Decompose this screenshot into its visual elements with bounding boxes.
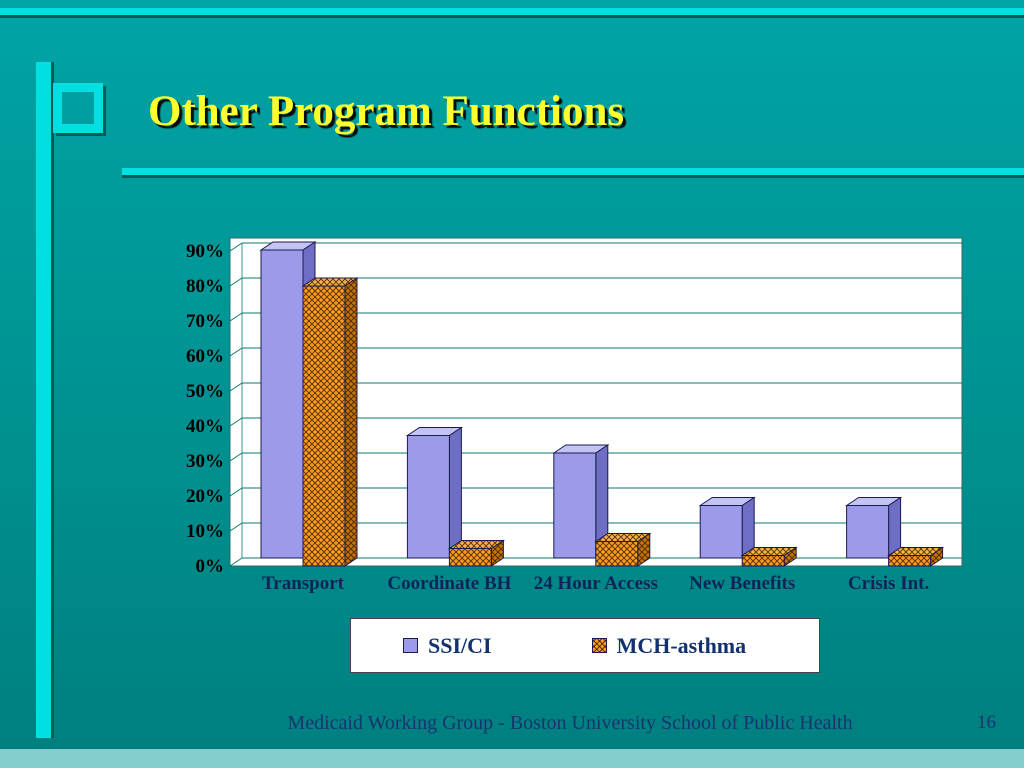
bar-front-face bbox=[553, 452, 597, 559]
bar-side-face bbox=[595, 444, 609, 559]
x-category-label: Crisis Int. bbox=[848, 573, 929, 594]
gridline-depth-tick bbox=[229, 452, 243, 462]
gridline-depth-tick bbox=[229, 312, 243, 322]
gridline-depth-tick bbox=[229, 522, 243, 532]
bar-front-face bbox=[448, 548, 492, 567]
bar-MCH-asthma-New Benefits bbox=[740, 546, 798, 567]
top-accent-stripe bbox=[0, 8, 1024, 15]
legend-entry: SSI/CI bbox=[403, 633, 492, 659]
bar-front-face bbox=[595, 541, 639, 567]
bar-top-face bbox=[552, 444, 610, 454]
gridline-depth-tick bbox=[229, 487, 243, 497]
bar-front-face bbox=[406, 435, 450, 559]
bar-top-face bbox=[594, 533, 652, 542]
bar-MCH-asthma-Coordinate BH bbox=[447, 539, 506, 567]
bottom-strip bbox=[0, 749, 1024, 768]
y-axis-label: 70% bbox=[186, 311, 224, 332]
bar-side-face bbox=[741, 496, 755, 559]
legend-swatch-mch-asthma bbox=[591, 638, 607, 653]
slide-title: Other Program Functions bbox=[148, 88, 625, 135]
left-accent-bar-shadow bbox=[51, 62, 54, 738]
left-accent-bar bbox=[36, 62, 51, 738]
bar-side-face bbox=[490, 539, 504, 567]
y-axis-label: 20% bbox=[186, 486, 224, 507]
bar-top-face bbox=[405, 427, 464, 436]
y-axis-label: 50% bbox=[186, 381, 224, 402]
decorative-square-outline bbox=[53, 83, 103, 133]
y-axis-label: 30% bbox=[186, 451, 224, 472]
y-axis-label: 80% bbox=[186, 276, 224, 297]
bar-side-face bbox=[448, 426, 462, 559]
bar-side-face bbox=[783, 546, 797, 567]
bar-front-face bbox=[699, 505, 743, 559]
y-axis-label: 10% bbox=[186, 521, 224, 542]
bar-front-face bbox=[888, 555, 932, 567]
title-underline-stripe-shadow bbox=[122, 175, 1024, 178]
bar-MCH-asthma-24 Hour Access bbox=[594, 532, 652, 567]
bar-SSI/CI-Coordinate BH bbox=[405, 426, 464, 559]
bar-side-face bbox=[344, 277, 358, 567]
bar-top-face bbox=[844, 497, 903, 506]
legend-entry: MCH-asthma bbox=[591, 632, 747, 659]
legend-label: SSI/CI bbox=[428, 632, 492, 658]
legend-swatch-ssi-ci bbox=[403, 638, 418, 653]
bar-side-face bbox=[888, 496, 902, 559]
y-axis-label: 40% bbox=[186, 416, 224, 437]
x-category-label: Coordinate BH bbox=[387, 573, 511, 594]
bar-front-face bbox=[302, 285, 346, 567]
title-underline-stripe bbox=[122, 168, 1024, 175]
gridline-depth-tick bbox=[229, 417, 243, 427]
x-category-label: 24 Hour Access bbox=[534, 573, 658, 594]
x-category-label: Transport bbox=[262, 573, 345, 594]
legend-label: MCH-asthma bbox=[616, 632, 747, 658]
bar-top-face bbox=[447, 540, 506, 549]
bar-top-face bbox=[886, 547, 945, 556]
y-axis-label: 0% bbox=[196, 556, 225, 577]
bar-top-face bbox=[740, 547, 798, 556]
gridline-depth-tick bbox=[229, 382, 243, 392]
chart-legend: SSI/CI MCH-asthma bbox=[350, 618, 820, 673]
bar-front-face bbox=[741, 555, 785, 567]
footer: Medicaid Working Group - Boston Universi… bbox=[190, 712, 950, 735]
bar-SSI/CI-24 Hour Access bbox=[552, 444, 610, 559]
bar-side-face bbox=[637, 532, 651, 567]
bar-front-face bbox=[846, 505, 890, 559]
x-category-label: New Benefits bbox=[689, 573, 795, 594]
bar-SSI/CI-Transport bbox=[259, 241, 317, 559]
y-axis-label: 60% bbox=[186, 346, 224, 367]
footer-text: Medicaid Working Group - Boston Universi… bbox=[287, 712, 853, 734]
bar-top-face bbox=[301, 277, 359, 287]
bar-SSI/CI-New Benefits bbox=[698, 496, 756, 559]
bar-MCH-asthma-Crisis Int. bbox=[886, 546, 945, 567]
bar-side-face bbox=[930, 546, 944, 567]
gridline-depth-tick bbox=[229, 347, 243, 357]
bar-top-face bbox=[698, 497, 756, 506]
bar-MCH-asthma-Transport bbox=[301, 277, 359, 567]
gridline-depth-tick bbox=[229, 242, 243, 252]
plot-area bbox=[229, 237, 963, 567]
bar-side-face bbox=[302, 241, 316, 559]
page-number: 16 bbox=[977, 712, 996, 733]
gridline-depth-tick bbox=[229, 277, 243, 287]
bar-front-face bbox=[260, 249, 304, 559]
bar-top-face bbox=[259, 241, 317, 251]
gridline-depth-tick bbox=[229, 557, 243, 567]
y-axis-label: 90% bbox=[186, 241, 224, 262]
bar-SSI/CI-Crisis Int. bbox=[844, 496, 903, 559]
top-accent-stripe-shadow bbox=[0, 15, 1024, 18]
